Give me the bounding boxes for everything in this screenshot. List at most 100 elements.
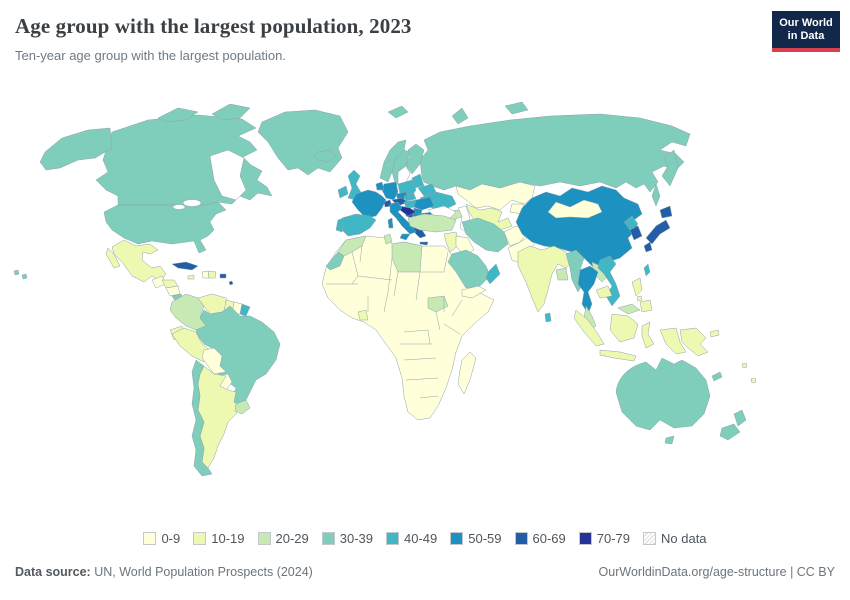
country-papua-new-guinea[interactable]: [679, 327, 720, 357]
country-taiwan[interactable]: [643, 263, 651, 277]
country-ireland[interactable]: [337, 185, 349, 199]
country-france[interactable]: [351, 189, 387, 219]
chart-title: Age group with the largest population, 2…: [15, 14, 412, 38]
country-bolivia[interactable]: [201, 347, 227, 375]
country-germany[interactable]: [381, 181, 399, 201]
country-cuba[interactable]: [171, 261, 199, 271]
legend-item-70-79[interactable]: 70-79: [578, 531, 630, 546]
water-baltic-sea: [397, 165, 411, 187]
country-madagascar[interactable]: [457, 351, 477, 395]
chart-footer: Data source: UN, World Population Prospe…: [0, 565, 850, 579]
country-india[interactable]: [517, 245, 573, 313]
legend-label: 0-9: [161, 531, 181, 546]
country-russia-sakhalin[interactable]: [651, 183, 661, 207]
country-thailand[interactable]: [577, 265, 599, 315]
legend-label: 70-79: [596, 531, 630, 546]
legend-item-10-19[interactable]: 10-19: [193, 531, 245, 546]
country-russia-arctic-isles[interactable]: [451, 101, 529, 125]
country-uruguay[interactable]: [234, 399, 251, 415]
world-map-svg: [13, 101, 757, 477]
country-canada[interactable]: [95, 114, 273, 206]
country-iran[interactable]: [461, 217, 509, 253]
country-turkey[interactable]: [407, 213, 457, 233]
country-dominican-republic[interactable]: [207, 270, 217, 279]
country-greenland[interactable]: [257, 109, 349, 176]
country-tunisia[interactable]: [383, 233, 393, 245]
country-sweden[interactable]: [391, 149, 411, 187]
country-slovakia[interactable]: [403, 193, 417, 202]
country-new-caledonia[interactable]: [711, 371, 723, 382]
legend-swatch: [257, 532, 271, 545]
country-fiji[interactable]: [741, 362, 757, 384]
country-libya[interactable]: [391, 241, 423, 273]
water-hudson-bay: [209, 149, 247, 201]
country-oman[interactable]: [485, 263, 501, 285]
country-usa-alaska[interactable]: [39, 127, 113, 171]
legend-label: 50-59: [468, 531, 502, 546]
country-romania[interactable]: [413, 196, 435, 211]
chart-subtitle: Ten-year age group with the largest popu…: [15, 48, 287, 63]
country-french-guiana[interactable]: [239, 303, 251, 317]
legend-item-no-data[interactable]: No data: [643, 531, 707, 546]
legend-swatch: [514, 532, 528, 545]
country-south-sudan[interactable]: [427, 295, 449, 313]
country-japan[interactable]: [643, 205, 673, 253]
country-netherlands[interactable]: [375, 181, 385, 191]
country-jamaica[interactable]: [187, 274, 195, 280]
legend-swatch: [321, 532, 335, 545]
legend-item-0-9[interactable]: 0-9: [143, 531, 180, 546]
country-norway[interactable]: [379, 139, 407, 183]
legend-item-20-29[interactable]: 20-29: [257, 531, 309, 546]
legend-item-50-59[interactable]: 50-59: [450, 531, 502, 546]
country-indonesia[interactable]: [573, 309, 687, 362]
country-mexico[interactable]: [111, 239, 167, 283]
country-chile[interactable]: [191, 359, 213, 477]
legend-label: 10-19: [211, 531, 245, 546]
country-australia[interactable]: [615, 357, 711, 445]
country-mexico-baja[interactable]: [105, 247, 121, 269]
country-africa-other[interactable]: [321, 235, 495, 421]
owid-logo-line1: Our World: [779, 16, 833, 29]
country-south-korea[interactable]: [629, 225, 643, 241]
owid-logo[interactable]: Our World in Data: [772, 11, 840, 52]
legend-swatch: [578, 532, 592, 545]
country-sri-lanka[interactable]: [544, 312, 552, 323]
world-map: [0, 88, 850, 543]
country-usa-hawaii[interactable]: [13, 269, 28, 280]
country-saudi-arabia[interactable]: [447, 249, 491, 289]
country-philippines[interactable]: [631, 277, 653, 313]
country-lesser-antilles[interactable]: [228, 280, 234, 286]
country-north-korea[interactable]: [623, 215, 639, 231]
country-yemen[interactable]: [461, 285, 487, 299]
country-new-zealand[interactable]: [719, 409, 747, 441]
legend-item-40-49[interactable]: 40-49: [386, 531, 437, 546]
country-ghana[interactable]: [357, 309, 369, 321]
country-russia[interactable]: [419, 113, 691, 193]
legend-label: 20-29: [275, 531, 309, 546]
country-puerto-rico[interactable]: [219, 273, 227, 279]
country-mongolia[interactable]: [547, 199, 603, 219]
data-source-text: UN, World Population Prospects (2024): [90, 565, 313, 579]
legend-item-60-69[interactable]: 60-69: [514, 531, 566, 546]
country-poland[interactable]: [397, 179, 417, 197]
country-finland[interactable]: [405, 143, 425, 175]
country-spain[interactable]: [339, 213, 377, 237]
country-vietnam[interactable]: [597, 255, 621, 307]
credit-line[interactable]: OurWorldinData.org/age-structure | CC BY: [598, 565, 835, 579]
country-iceland[interactable]: [313, 149, 337, 163]
data-source: Data source: UN, World Population Prospe…: [15, 565, 313, 579]
map-legend: 0-9 10-19 20-29 30-39 40-49 50-59 60-69 70-79 No…: [0, 531, 850, 546]
country-italy[interactable]: [387, 201, 417, 241]
country-svalbard[interactable]: [387, 105, 409, 119]
legend-swatch: [193, 532, 207, 545]
country-bangladesh[interactable]: [555, 267, 569, 281]
country-portugal[interactable]: [335, 217, 345, 233]
country-cambodia[interactable]: [595, 285, 613, 299]
legend-label: 60-69: [532, 531, 566, 546]
country-russia-kamchatka[interactable]: [661, 149, 679, 187]
country-western-sahara[interactable]: [325, 251, 345, 271]
legend-item-30-39[interactable]: 30-39: [321, 531, 373, 546]
country-canada-arctic[interactable]: [157, 103, 251, 123]
country-usa[interactable]: [103, 201, 227, 254]
water-great-lakes: [182, 199, 202, 207]
